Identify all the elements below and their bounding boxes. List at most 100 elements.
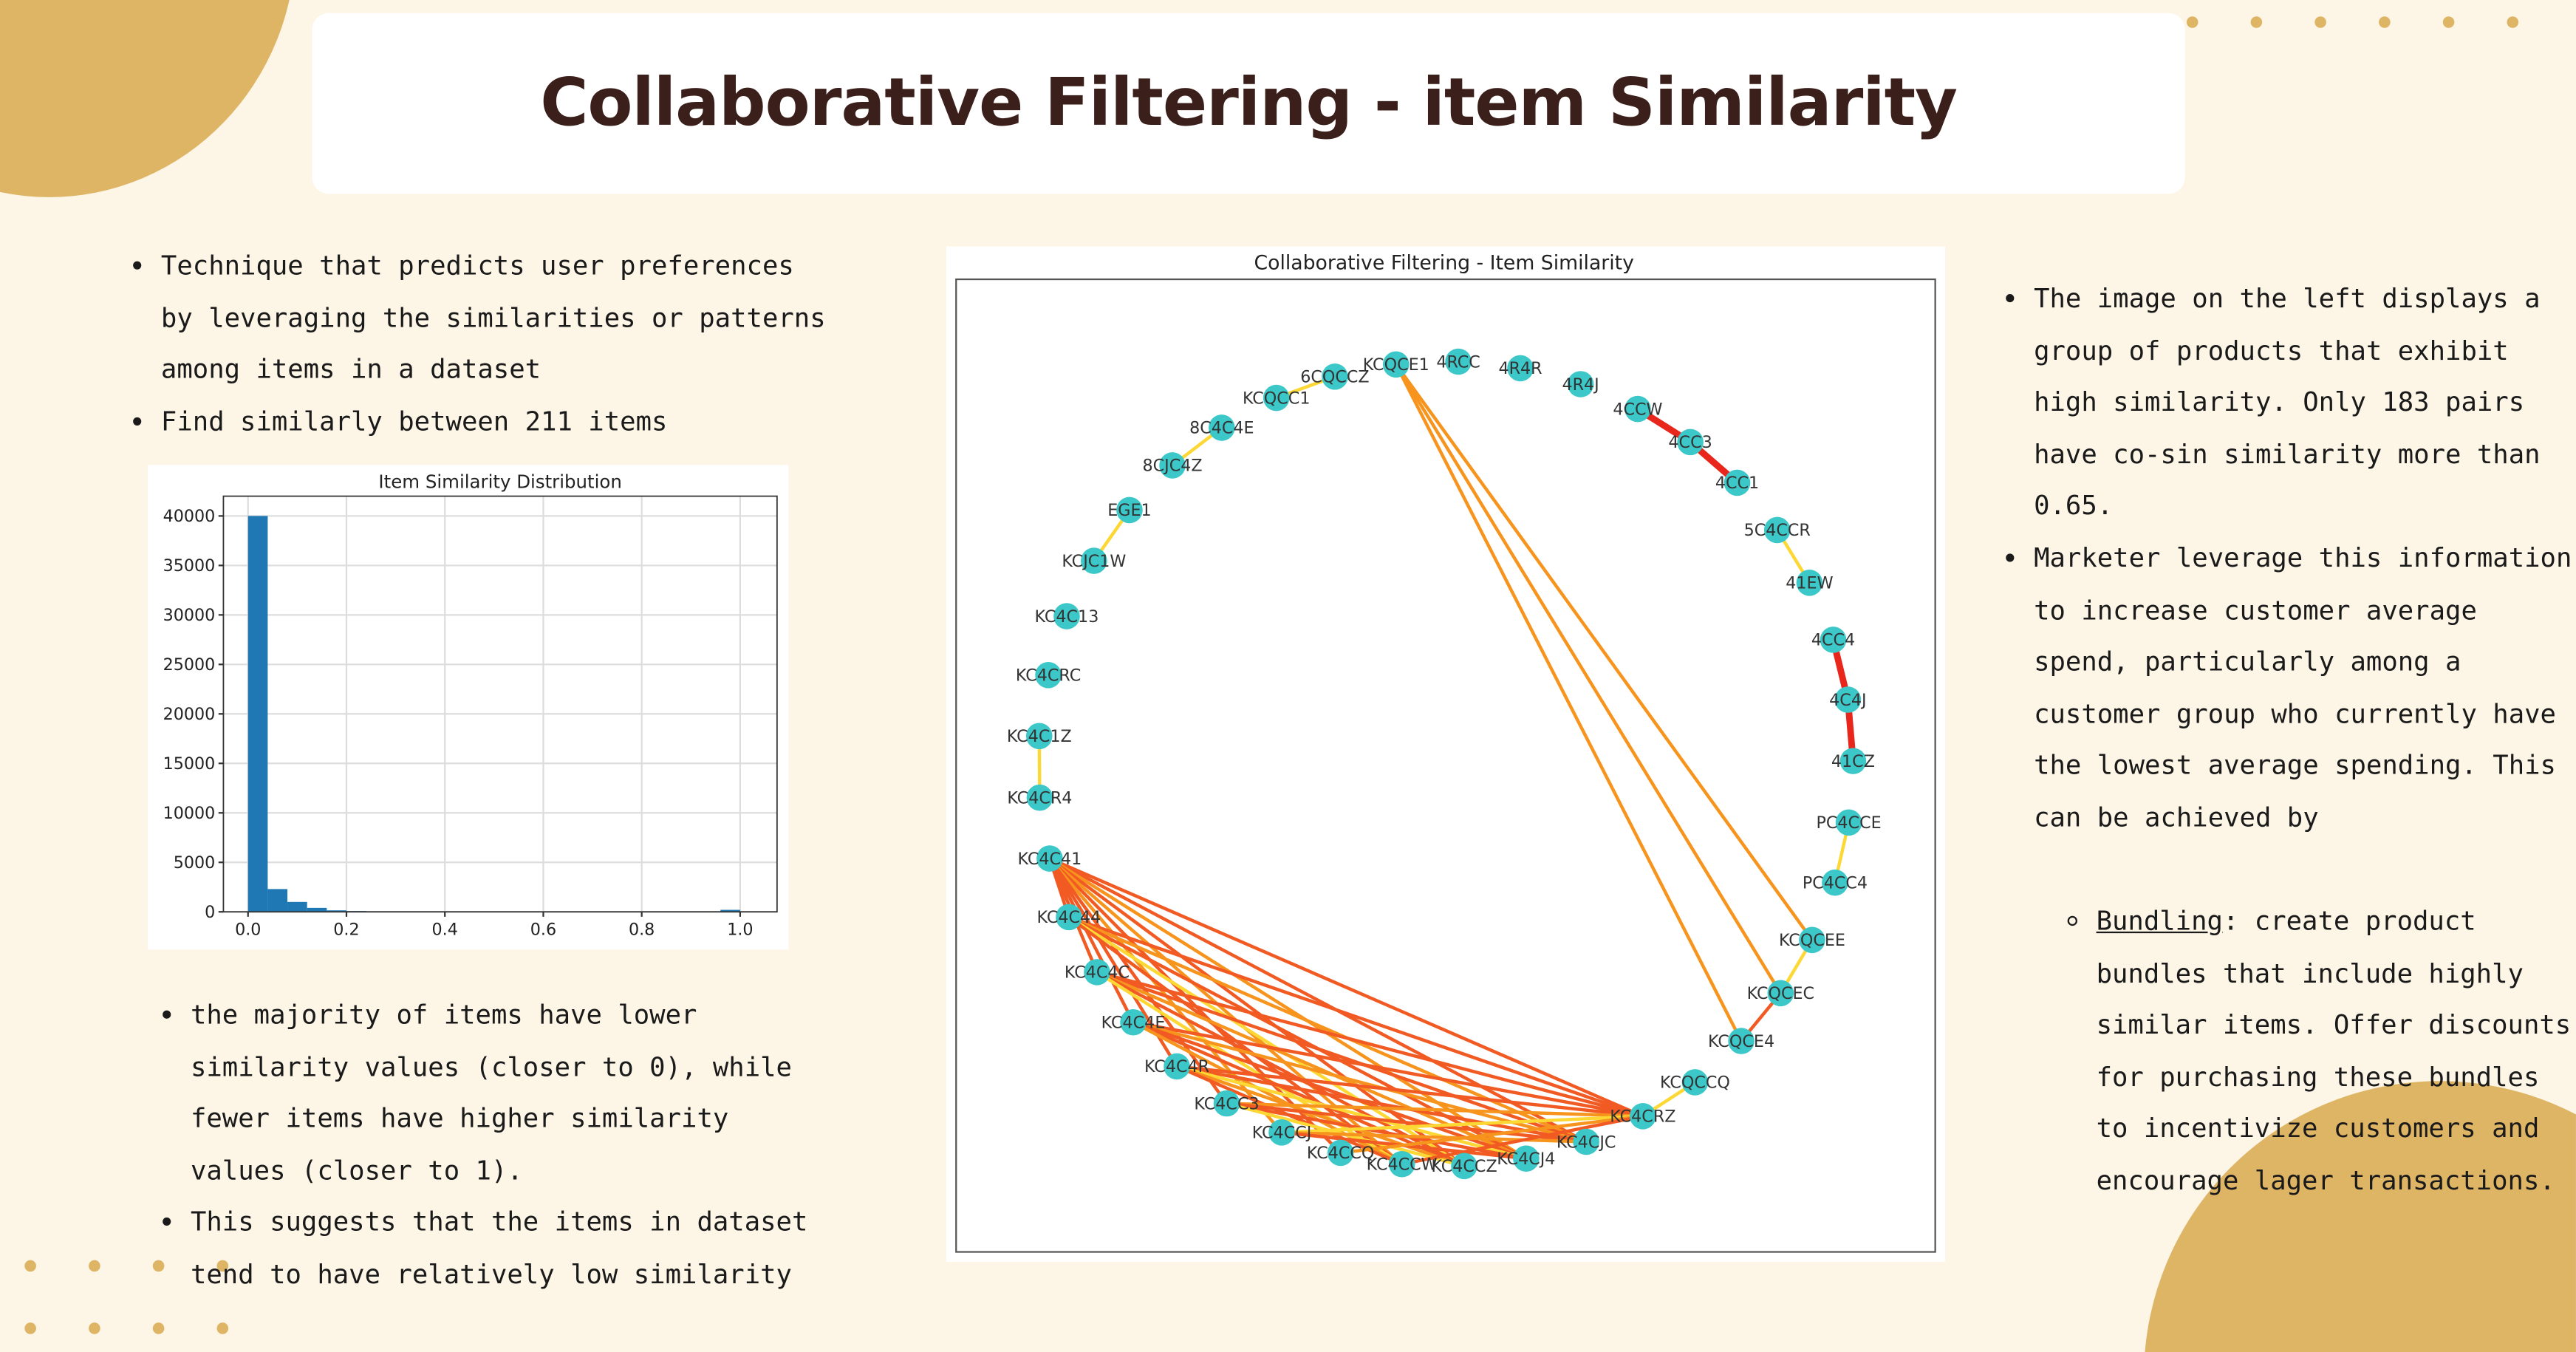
edge — [1281, 1130, 1587, 1144]
bullet: the majority of items have lower similar… — [191, 989, 835, 1197]
y-tick-label: 15000 — [163, 754, 216, 774]
y-tick-label: 25000 — [163, 655, 216, 675]
x-tick-label: 0.0 — [235, 920, 261, 939]
edge — [1096, 970, 1403, 1166]
bullet: Technique that predicts user preferences… — [161, 240, 835, 396]
x-tick-label: 0.2 — [333, 920, 359, 939]
node-label: KCQCC1 — [1243, 389, 1311, 408]
dot — [89, 1322, 100, 1334]
node — [1839, 748, 1867, 774]
dot — [24, 1322, 36, 1334]
node-label: KCQCE4 — [1708, 1032, 1774, 1051]
node-label: KC4CRC — [1016, 666, 1081, 686]
dot — [89, 1260, 100, 1272]
x-tick-label: 0.6 — [530, 920, 556, 939]
node — [1445, 348, 1472, 375]
graph-frame — [955, 278, 1936, 1253]
node — [1382, 351, 1410, 378]
edge — [1340, 1114, 1644, 1155]
dot — [216, 1260, 229, 1272]
edge — [1176, 1065, 1587, 1144]
node — [1567, 371, 1594, 397]
note-bullets: the majority of items have lower similar… — [161, 989, 835, 1301]
node — [1268, 1119, 1295, 1146]
node — [1796, 569, 1823, 596]
node — [1820, 627, 1847, 653]
node-label: KC4C4C — [1065, 963, 1130, 983]
node-label: 4CC1 — [1715, 474, 1759, 493]
node-label: 4CC4 — [1811, 631, 1855, 650]
network-graph: Collaborative Filtering - Item Similarit… — [946, 246, 1945, 1262]
node — [1327, 1139, 1354, 1167]
y-tick-label: 20000 — [163, 705, 216, 724]
node-label: KC4C4R — [1144, 1057, 1209, 1076]
node — [1084, 959, 1110, 986]
node-label: 4R4R — [1498, 359, 1542, 378]
bar — [307, 907, 327, 912]
node — [1322, 363, 1348, 390]
edge — [1394, 363, 1783, 994]
node — [1723, 469, 1751, 496]
node — [1513, 1145, 1540, 1172]
bar — [287, 901, 307, 912]
term: Bundling — [2096, 905, 2223, 937]
chart-title: Item Similarity Distribution — [378, 471, 622, 492]
node-label: 8CJC4Z — [1143, 457, 1203, 476]
node — [1209, 414, 1235, 441]
edge — [1048, 857, 1644, 1118]
node — [1681, 1069, 1709, 1096]
corner-blob — [0, 0, 296, 197]
node-label: 4CCW — [1613, 400, 1662, 419]
node-label: KC4CR4 — [1007, 788, 1072, 808]
edge — [1048, 857, 1229, 1105]
node — [1036, 845, 1063, 872]
dot — [216, 1322, 229, 1334]
node-label: KC4C44 — [1037, 908, 1101, 927]
node — [1081, 547, 1107, 574]
node — [1799, 926, 1825, 954]
node-label: 4C4J — [1829, 691, 1866, 710]
node-label: PC4CCE — [1817, 813, 1882, 833]
bar — [327, 910, 346, 912]
node — [1834, 686, 1862, 713]
edge — [1394, 363, 1814, 941]
bullet: This suggests that the items in dataset … — [191, 1197, 835, 1301]
left-bullets: Technique that predicts user preferences… — [131, 240, 835, 448]
sub-bullets: Bundling: create product bundles that in… — [2067, 895, 2576, 1207]
node — [1835, 809, 1862, 836]
y-tick-label: 10000 — [163, 804, 216, 823]
edge — [1132, 1020, 1527, 1161]
node — [1164, 1053, 1190, 1080]
dot — [2186, 16, 2199, 28]
histogram: Item Similarity Distribution 0 5000 10000 15… — [148, 465, 789, 950]
bullet: The image on the left displays a group o… — [2034, 273, 2576, 532]
y-tick-label: 0 — [205, 903, 215, 922]
x-tick-label: 0.4 — [432, 920, 458, 939]
node-label: KCQCCQ — [1660, 1073, 1730, 1093]
edge — [1401, 1114, 1644, 1166]
node — [1677, 429, 1704, 456]
node — [1120, 1008, 1147, 1036]
edge — [1394, 363, 1743, 1042]
node-label: KC4C41 — [1017, 850, 1082, 869]
node — [1035, 661, 1062, 689]
plot-frame — [222, 495, 778, 913]
sub-bullet: Bundling: create product bundles that in… — [2097, 895, 2576, 1207]
y-tick-label: 40000 — [163, 507, 216, 526]
node-label: KCQCEC — [1747, 984, 1814, 1003]
node — [1213, 1090, 1240, 1117]
edge — [1226, 1102, 1643, 1119]
sub-text: : create product bundles that include hi… — [2096, 905, 2572, 1196]
node — [1026, 784, 1053, 811]
node-label: KC4CJ4 — [1497, 1150, 1555, 1169]
edge — [1048, 857, 1404, 1166]
dot — [2314, 16, 2326, 28]
node — [1573, 1128, 1599, 1155]
edge — [1176, 1065, 1527, 1161]
node-label: KC4CCZ — [1431, 1157, 1497, 1176]
edge — [1132, 1020, 1644, 1118]
node-label: KC4C1Z — [1007, 727, 1072, 746]
node-label: KCJC1W — [1062, 552, 1126, 571]
